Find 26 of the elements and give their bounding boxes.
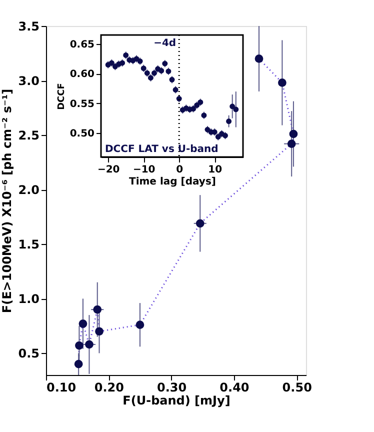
x-tick-label: 0.40 <box>220 380 250 394</box>
y-tick-label: 0.50 <box>70 128 95 140</box>
x-tick-label: 10 <box>208 164 222 176</box>
y-tick-label: 2.0 <box>18 183 40 198</box>
x-tick-label: 0.30 <box>156 380 187 394</box>
x-tick-label: −20 <box>97 164 120 176</box>
y-tick-label: 0.55 <box>70 98 95 110</box>
x-axis-title: Time lag [days] <box>129 176 216 188</box>
annotation: DCCF LAT vs U-band <box>105 144 218 155</box>
y-axis-title: DCCF <box>56 83 67 110</box>
y-tick-label: 2.5 <box>18 128 40 143</box>
y-tick-label: 0.5 <box>18 346 40 361</box>
x-tick-label: 0.50 <box>282 380 312 394</box>
x-tick-label: −10 <box>132 164 156 176</box>
y-axis-title: F(E>100MeV) X10⁻⁶ [ph cm⁻² s⁻¹] <box>0 88 14 314</box>
y-tick-label: 1.5 <box>18 238 40 252</box>
x-tick-label: 0.20 <box>94 380 124 394</box>
annotation: −4d <box>154 38 176 49</box>
y-tick-label: 3.0 <box>18 74 40 88</box>
x-tick-label: 0.10 <box>46 380 76 394</box>
y-tick-label: 3.5 <box>18 20 40 34</box>
x-axis-title: F(U-band) [mJy] <box>122 394 230 408</box>
x-tick-label: 0 <box>176 164 184 176</box>
y-tick-label: 1.0 <box>18 292 40 306</box>
y-tick-label: 0.60 <box>70 69 95 80</box>
y-tick-label: 0.65 <box>70 39 95 50</box>
